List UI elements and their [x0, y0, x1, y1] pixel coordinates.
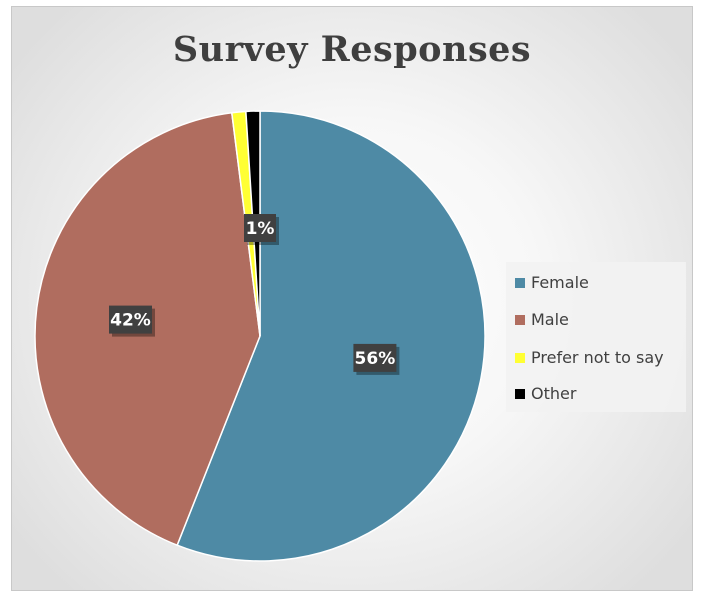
legend-item-male: Male [515, 310, 569, 329]
legend-label-female: Female [531, 273, 589, 292]
legend-item-other: Other [515, 384, 576, 403]
data-label-text-prefer-not-to-say: 1% [246, 219, 275, 239]
data-label-text-male: 42% [110, 311, 151, 331]
legend-label-other: Other [531, 384, 577, 403]
legend-swatch-other [515, 388, 525, 399]
pie-chart: 56% 42% 1% [34, 110, 486, 562]
chart-title: Survey Responses [172, 29, 532, 70]
data-label-male: 42% [109, 305, 155, 337]
legend-swatch-prefer-not-to-say [515, 352, 525, 363]
legend: Female Male Prefer not to say Other [506, 262, 686, 412]
legend-item-female: Female [515, 273, 589, 292]
data-label-female: 56% [353, 343, 400, 375]
data-label-prefer-not-to-say: 1% [244, 214, 279, 245]
pie-slice-female [176, 110, 486, 562]
legend-item-prefer-not-to-say: Prefer not to say [515, 348, 664, 367]
legend-swatch-male [515, 314, 525, 325]
legend-label-prefer-not-to-say: Prefer not to say [531, 348, 664, 367]
data-label-text-female: 56% [355, 349, 396, 369]
pie-slices [34, 110, 486, 562]
legend-swatch-female [515, 277, 525, 288]
chart-area: Survey Responses 56% 42% 1% Female Male Pr… [11, 6, 693, 591]
legend-label-male: Male [531, 310, 569, 329]
pie-data-labels: 56% 42% 1% [109, 214, 400, 375]
